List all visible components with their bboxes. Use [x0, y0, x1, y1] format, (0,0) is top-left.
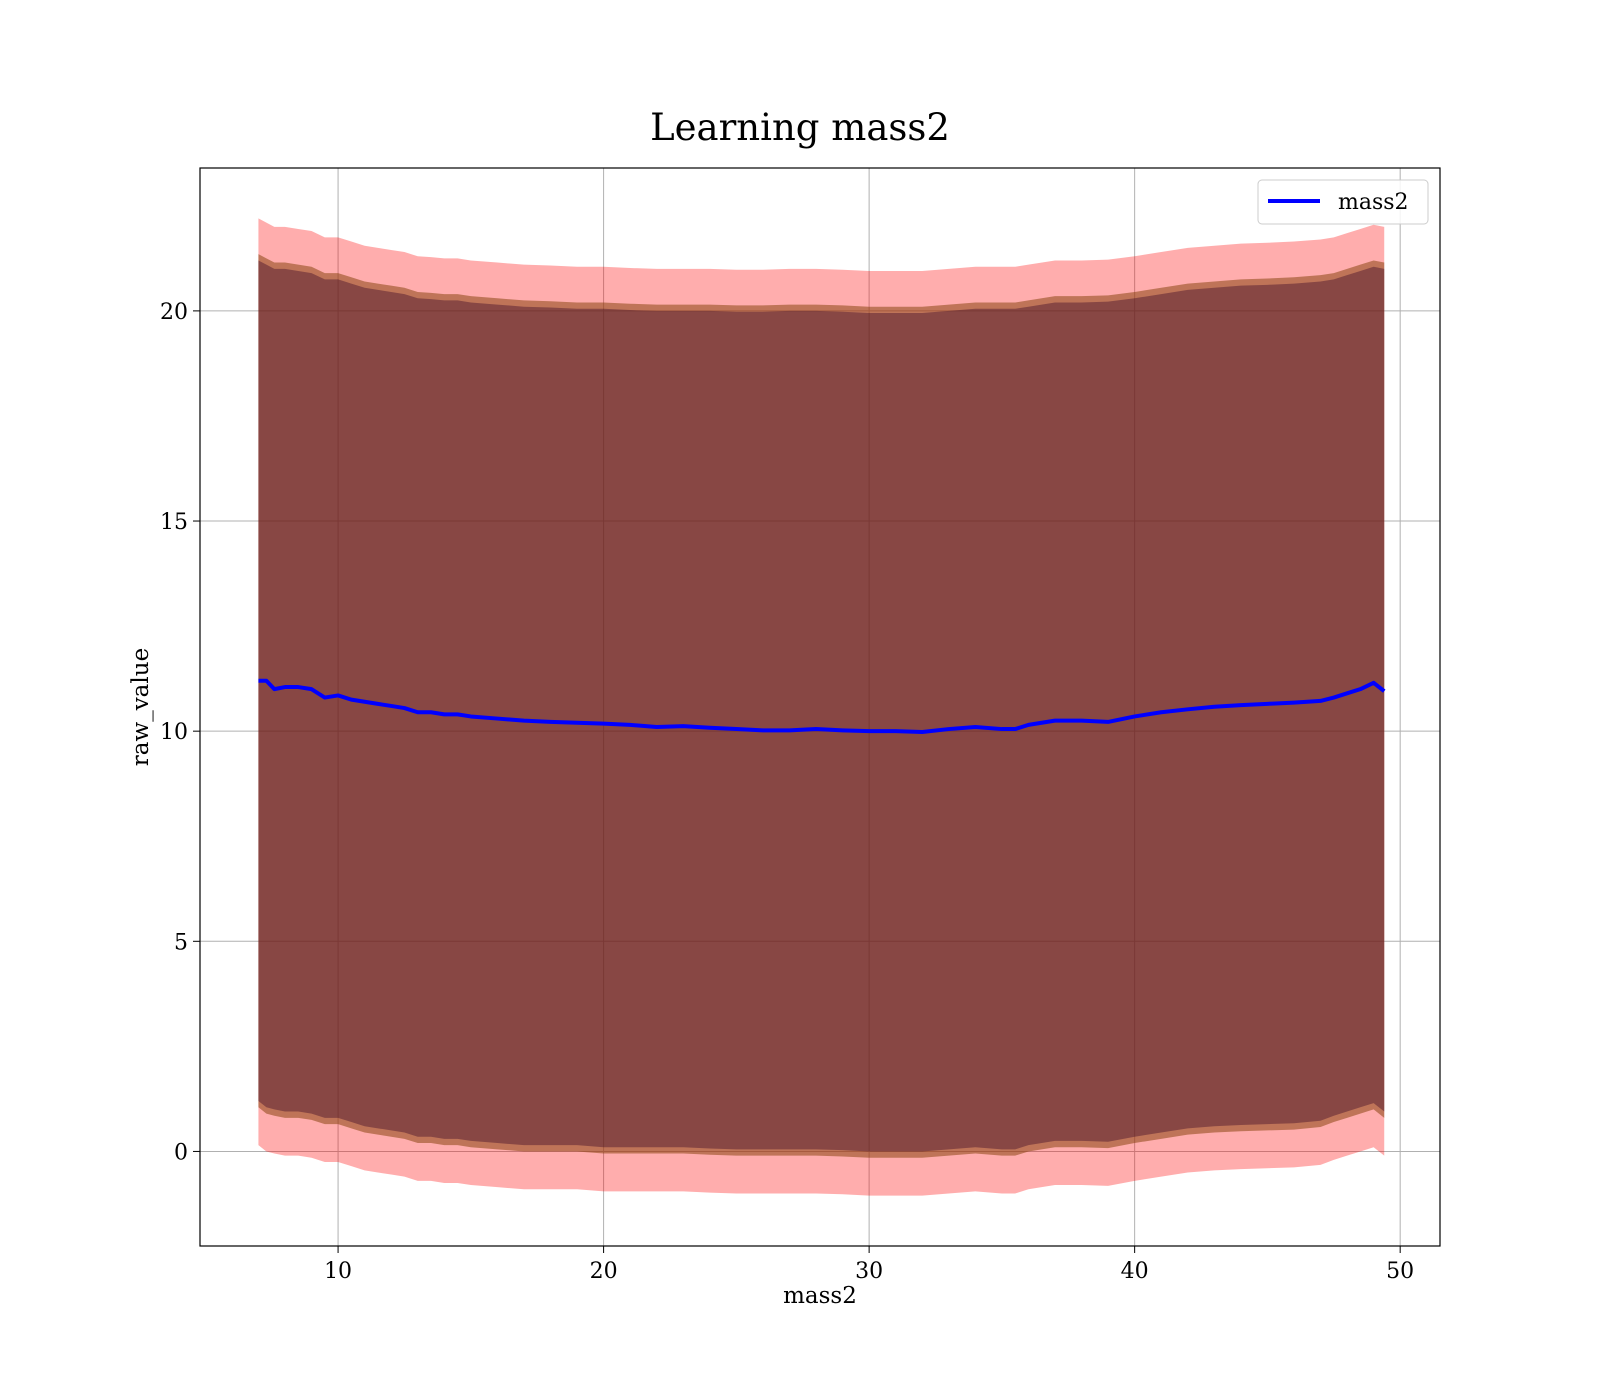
y-axis-ticks: 0 5 10 15 20 [160, 300, 200, 1165]
y-tick-label: 5 [174, 930, 188, 955]
x-tick-label: 50 [1386, 1259, 1414, 1284]
legend-label-mass2: mass2 [1338, 190, 1409, 215]
series-lines [258, 678, 1386, 735]
y-tick-label: 15 [160, 510, 188, 535]
band-inner [258, 260, 1385, 1152]
series-line-mass2 [258, 678, 1386, 735]
x-tick-label: 30 [855, 1259, 883, 1284]
x-tick-label: 10 [324, 1259, 352, 1284]
y-tick-label: 20 [160, 300, 188, 325]
confidence-bands [258, 218, 1385, 1196]
x-tick-label: 20 [590, 1259, 618, 1284]
x-axis-label: mass2 [783, 1283, 857, 1309]
chart-title: Learning mass2 [650, 106, 950, 149]
legend: mass2 [1257, 179, 1429, 225]
plot-frame [199, 167, 1441, 1247]
x-axis-ticks: 10 20 30 40 50 [324, 1246, 1414, 1284]
y-tick-label: 10 [160, 720, 188, 745]
x-tick-label: 40 [1121, 1259, 1149, 1284]
legend-box [1257, 179, 1429, 225]
y-tick-label: 0 [174, 1140, 188, 1165]
y-axis-label: raw_value [128, 648, 154, 766]
band-middle [258, 254, 1385, 1158]
